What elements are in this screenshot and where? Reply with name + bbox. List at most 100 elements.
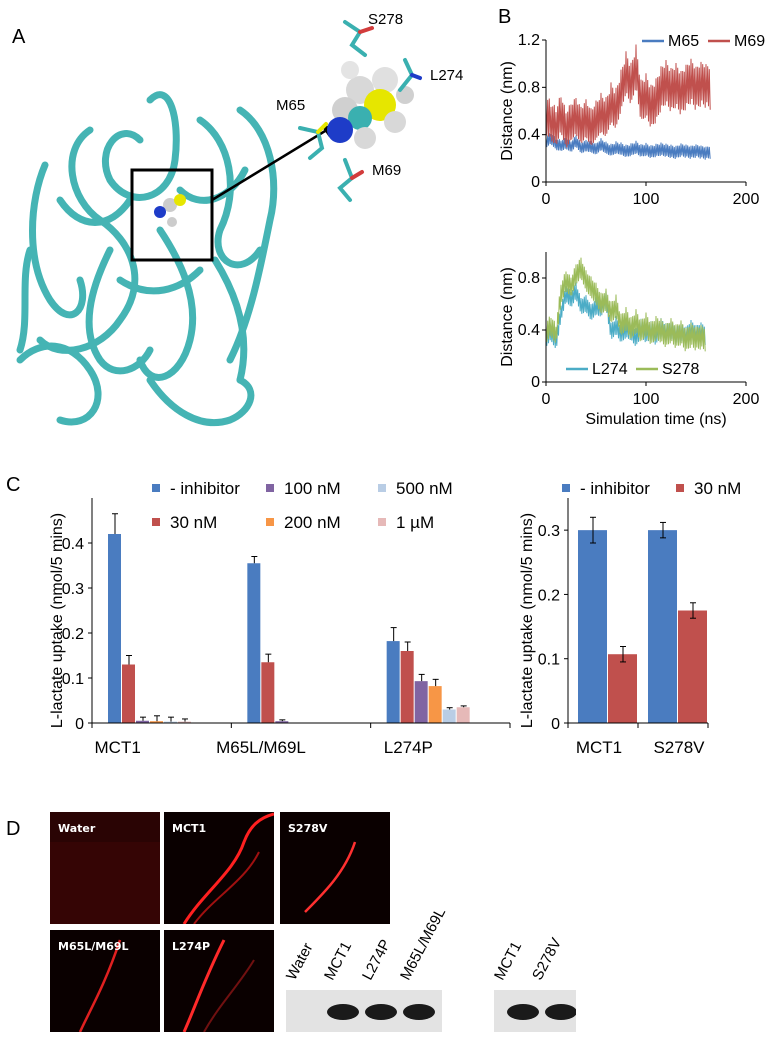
blot-lane-label: S278V [528,935,566,983]
blot-lane-label: M65L/M69L [396,905,450,983]
y-tick-label: 0.8 [518,270,540,287]
bar-l274p-3 [428,686,442,723]
legend-label: 30 nM [694,479,741,498]
x-tick-label: 200 [733,391,760,408]
western-blot-1 [286,990,442,1032]
chart-b-bottom: 0 0.4 0.8 0 100 200 Distance (nm) Simulation ti… [499,252,760,428]
x-axis-label: Simulation time (ns) [585,411,726,428]
micrograph-m65l-m69l: M65L/M69L [50,930,160,1032]
y-axis-label: L-lactate uptake (nmol/5 mins) [519,513,536,728]
y-tick-label: 1.2 [518,32,540,49]
x-tick-label: 0 [542,191,551,208]
blot-band [365,1004,397,1020]
blot-band [403,1004,435,1020]
bar-l274p-0 [386,641,400,723]
bar-mct1-0 [578,530,607,723]
bar-mct1-2 [136,720,149,723]
panel-label-a: A [12,26,26,48]
residue-label-l274: L274 [430,67,463,84]
panel-label-c: C [6,474,21,496]
category-label: M65L/M69L [216,738,306,757]
x-tick-label: 200 [733,191,760,208]
y-tick-label: 0 [531,174,540,191]
y-tick-label: 0.4 [518,322,540,339]
y-tick-label: 0.1 [538,652,560,669]
legend-swatch [266,518,274,526]
series-line-m65 [545,133,711,160]
micrograph-l274p: L274P [164,930,274,1032]
category-label: L274P [384,738,433,757]
legend-label: 200 nM [284,513,341,532]
chart-b-top: 0 0.4 0.8 1.2 0 100 200 Distance (nm) M65 M69 [499,32,765,208]
y-tick-label: 0 [531,374,540,391]
bar-mct1-0 [108,534,121,723]
legend-label: 1 µM [396,513,434,532]
y-axis-label: Distance (nm) [499,267,516,367]
bar-mct1-3 [150,721,163,723]
y-axis-label: Distance (nm) [499,61,516,161]
y-tick-label: 0.4 [62,536,84,553]
bar-mct1-1 [608,654,637,723]
x-tick-label: 0 [542,391,551,408]
chart-c-left: MCT1 M65L/M69L L274P 0 0.1 0.2 0.3 0.4L-lactate… [49,479,511,757]
bar-s278v-0 [648,530,677,723]
y-axis-label: L-lactate uptake (nmol/5 mins) [49,513,66,728]
micrograph-mct1: MCT1 [164,812,274,924]
residue-sticks [298,20,422,202]
legend-label-l274: L274 [592,361,628,378]
legend-label: 500 nM [396,479,453,498]
bar-mct1-5 [178,721,191,723]
ligand-zoomed [327,61,414,149]
blot-band [545,1004,577,1020]
bar-m65l-m69l-2 [275,721,289,723]
bar-l274p-1 [400,651,414,723]
legend-swatch [266,484,274,492]
blot-band [327,1004,359,1020]
binding-site-box [130,168,214,262]
legend-label: - inhibitor [170,479,240,498]
blot-lane-label: MCT1 [320,938,356,983]
category-label: MCT1 [95,738,141,757]
legend-swatch [378,484,386,492]
residue-label-m69: M69 [372,162,401,179]
blot-lane-label: Water [282,940,317,983]
legend-label: - inhibitor [580,479,650,498]
x-tick-label: 100 [633,391,660,408]
bar-m65l-m69l-1 [261,662,275,723]
legend-swatch [378,518,386,526]
panel-label-b: B [498,6,512,28]
bar-l274p-4 [442,709,456,723]
legend-swatch [152,484,160,492]
series-line-s278 [545,257,706,352]
ligand-small [154,194,186,227]
western-blot-2 [494,990,577,1032]
y-tick-label: 0.3 [538,523,560,540]
category-label: MCT1 [576,738,622,757]
legend-label-m69: M69 [734,33,765,50]
y-tick-label: 0.2 [538,587,560,604]
residue-label-m65: M65 [276,97,305,114]
micrograph-s278v: S278V [280,812,390,924]
bar-s278v-1 [678,610,707,723]
legend-swatch [562,484,570,492]
zoom-arrow [211,126,331,202]
bar-m65l-m69l-0 [247,563,261,723]
y-tick-label: 0.2 [62,626,84,643]
series-line-m69 [545,44,711,148]
legend-label: 30 nM [170,513,217,532]
bar-l274p-2 [414,681,428,723]
bar-l274p-5 [456,707,470,723]
chart-c-right: MCT1 S278V 0 0.1 0.2 0.3L-lactate uptake (nmo… [519,479,741,757]
legend-swatch [152,518,160,526]
legend-label-s278: S278 [662,361,699,378]
micrograph-water: Water [50,812,160,924]
panel-label-d: D [6,818,21,840]
protein-structure: S278 L274 M65 M69 [16,11,463,427]
y-tick-label: 0.3 [62,581,84,598]
legend-label-m65: M65 [668,33,699,50]
y-tick-label: 0.4 [518,127,540,144]
x-tick-label: 100 [633,191,660,208]
bar-mct1-4 [164,721,177,723]
bar-mct1-1 [122,664,135,723]
y-tick-label: 0.8 [518,79,540,96]
